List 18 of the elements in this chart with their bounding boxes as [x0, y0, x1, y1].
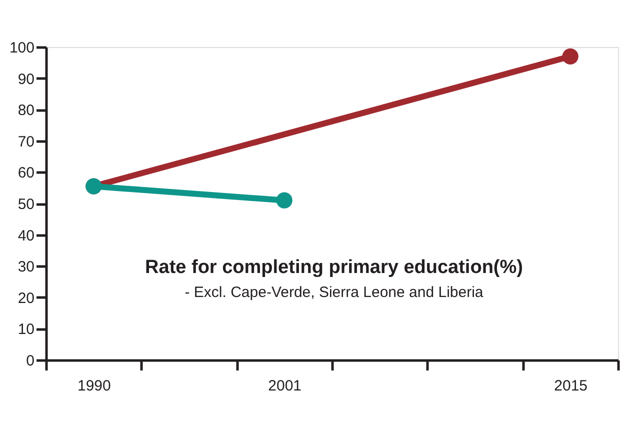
y-tick-label: 60 — [18, 164, 34, 182]
annotation: Rate for completing primary education(%) — [145, 257, 523, 278]
y-tick-label: 30 — [18, 258, 34, 276]
x-tick-label: 2015 — [554, 378, 588, 394]
y-tick-label: 90 — [18, 70, 34, 88]
y-tick-label: 70 — [18, 133, 34, 150]
y-tick-label: 20 — [18, 290, 34, 307]
x-tick-label: 1990 — [77, 378, 111, 394]
point — [562, 48, 578, 64]
y-tick-label: 0 — [26, 352, 34, 370]
y-tick-label: 80 — [18, 102, 34, 120]
x-tick-label: 2001 — [268, 378, 302, 394]
annotation: - Excl. Cape-Verde, Sierra Leone and Liberia — [184, 284, 484, 301]
y-tick-label: 50 — [18, 196, 34, 213]
y-tick-label: 10 — [18, 321, 34, 338]
point — [276, 192, 292, 208]
y-tick-label: 100 — [9, 40, 34, 56]
y-tick-label: 40 — [18, 227, 34, 244]
